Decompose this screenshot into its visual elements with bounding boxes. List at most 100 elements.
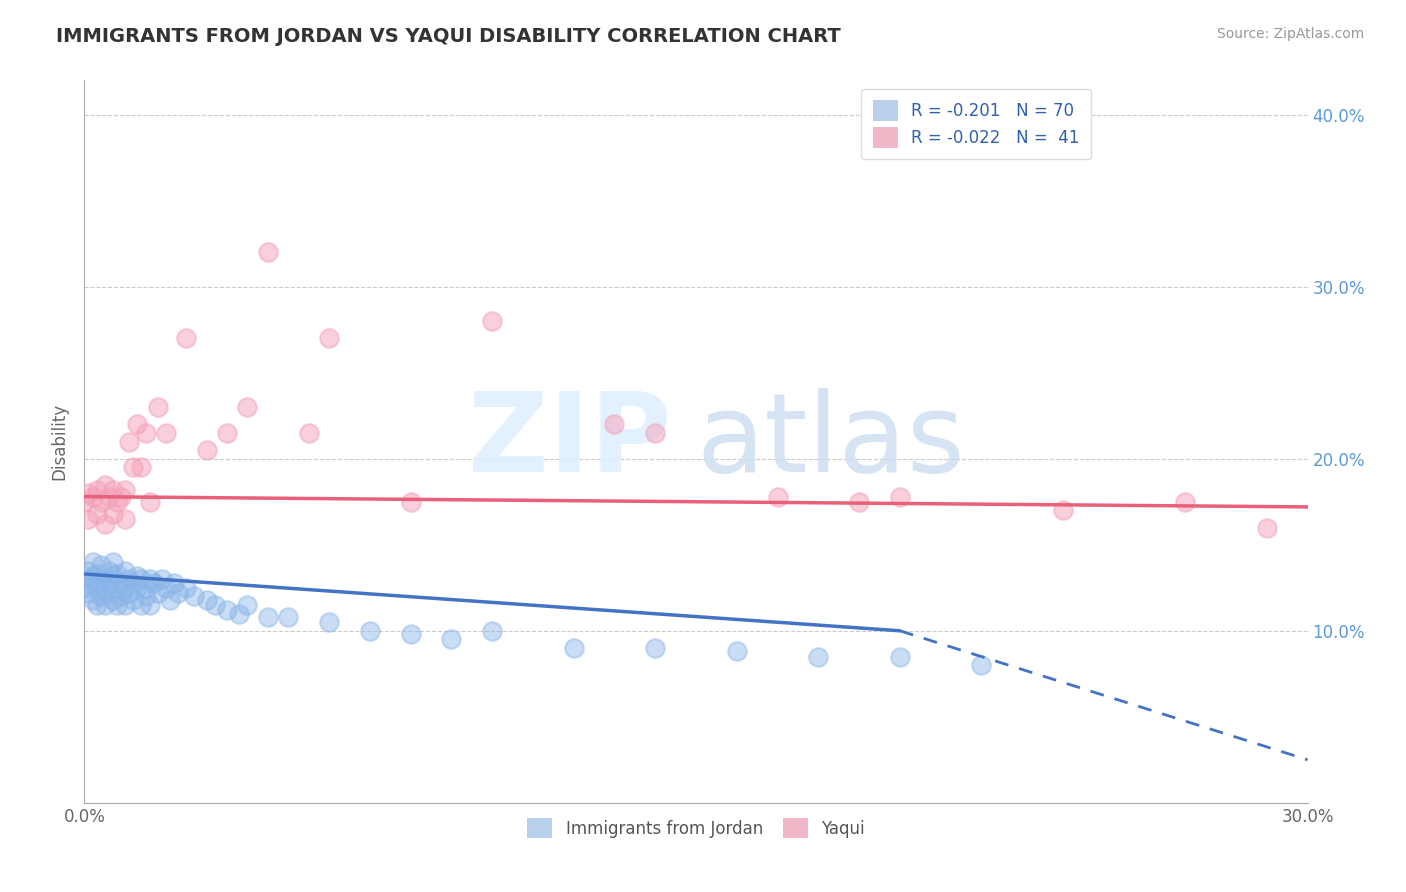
- Point: [277, 610, 299, 624]
- Point: [77, 575, 100, 590]
- Point: [93, 598, 115, 612]
- Point: [183, 590, 205, 604]
- Point: [159, 592, 181, 607]
- Point: [318, 615, 340, 630]
- Point: [82, 568, 104, 582]
- Point: [110, 575, 132, 590]
- Point: [138, 494, 160, 508]
- Point: [298, 425, 321, 440]
- Point: [204, 598, 226, 612]
- Point: [101, 483, 124, 497]
- Point: [114, 564, 136, 578]
- Point: [97, 564, 120, 578]
- Point: [257, 610, 280, 624]
- Point: [105, 567, 128, 582]
- Point: [77, 564, 100, 578]
- Point: [105, 581, 128, 595]
- Point: [86, 581, 108, 595]
- Point: [725, 644, 748, 658]
- Point: [236, 598, 259, 612]
- Point: [93, 477, 115, 491]
- Text: ZIP: ZIP: [468, 388, 672, 495]
- Point: [217, 603, 239, 617]
- Point: [195, 443, 218, 458]
- Point: [97, 586, 120, 600]
- Point: [146, 400, 169, 414]
- Point: [93, 581, 115, 595]
- Point: [481, 314, 503, 328]
- Point: [138, 572, 160, 586]
- Point: [155, 425, 177, 440]
- Point: [131, 598, 153, 612]
- Point: [122, 460, 145, 475]
- Point: [90, 575, 112, 590]
- Point: [236, 400, 259, 414]
- Point: [82, 592, 104, 607]
- Point: [807, 649, 830, 664]
- Point: [127, 568, 149, 582]
- Point: [101, 507, 124, 521]
- Point: [359, 624, 381, 638]
- Point: [73, 581, 96, 595]
- Point: [82, 555, 104, 569]
- Point: [146, 586, 169, 600]
- Point: [93, 517, 115, 532]
- Point: [135, 425, 157, 440]
- Text: Source: ZipAtlas.com: Source: ZipAtlas.com: [1216, 27, 1364, 41]
- Point: [110, 490, 132, 504]
- Point: [644, 640, 666, 655]
- Point: [97, 575, 120, 590]
- Point: [889, 649, 911, 664]
- Point: [766, 490, 789, 504]
- Point: [174, 331, 197, 345]
- Point: [118, 572, 141, 586]
- Point: [889, 490, 911, 504]
- Point: [118, 434, 141, 449]
- Point: [848, 494, 870, 508]
- Point: [135, 590, 157, 604]
- Point: [1256, 520, 1278, 534]
- Point: [114, 581, 136, 595]
- Point: [97, 490, 120, 504]
- Point: [644, 425, 666, 440]
- Point: [114, 512, 136, 526]
- Point: [73, 572, 96, 586]
- Point: [90, 590, 112, 604]
- Point: [90, 494, 112, 508]
- Point: [195, 592, 218, 607]
- Text: atlas: atlas: [696, 388, 965, 495]
- Point: [142, 575, 165, 590]
- Point: [82, 490, 104, 504]
- Point: [440, 632, 463, 647]
- Point: [1174, 494, 1197, 508]
- Point: [174, 581, 197, 595]
- Point: [562, 640, 585, 655]
- Point: [73, 494, 96, 508]
- Point: [77, 586, 100, 600]
- Point: [163, 575, 186, 590]
- Point: [318, 331, 340, 345]
- Point: [110, 590, 132, 604]
- Point: [257, 245, 280, 260]
- Point: [481, 624, 503, 638]
- Point: [101, 568, 124, 582]
- Legend: Immigrants from Jordan, Yaqui: Immigrants from Jordan, Yaqui: [520, 812, 872, 845]
- Point: [217, 425, 239, 440]
- Point: [101, 592, 124, 607]
- Point: [131, 572, 153, 586]
- Point: [77, 486, 100, 500]
- Point: [86, 507, 108, 521]
- Point: [167, 586, 190, 600]
- Point: [118, 586, 141, 600]
- Point: [86, 598, 108, 612]
- Point: [86, 483, 108, 497]
- Point: [122, 575, 145, 590]
- Point: [127, 417, 149, 432]
- Point: [150, 572, 173, 586]
- Point: [101, 555, 124, 569]
- Point: [138, 598, 160, 612]
- Y-axis label: Disability: Disability: [51, 403, 69, 480]
- Point: [399, 494, 422, 508]
- Point: [127, 581, 149, 595]
- Point: [399, 627, 422, 641]
